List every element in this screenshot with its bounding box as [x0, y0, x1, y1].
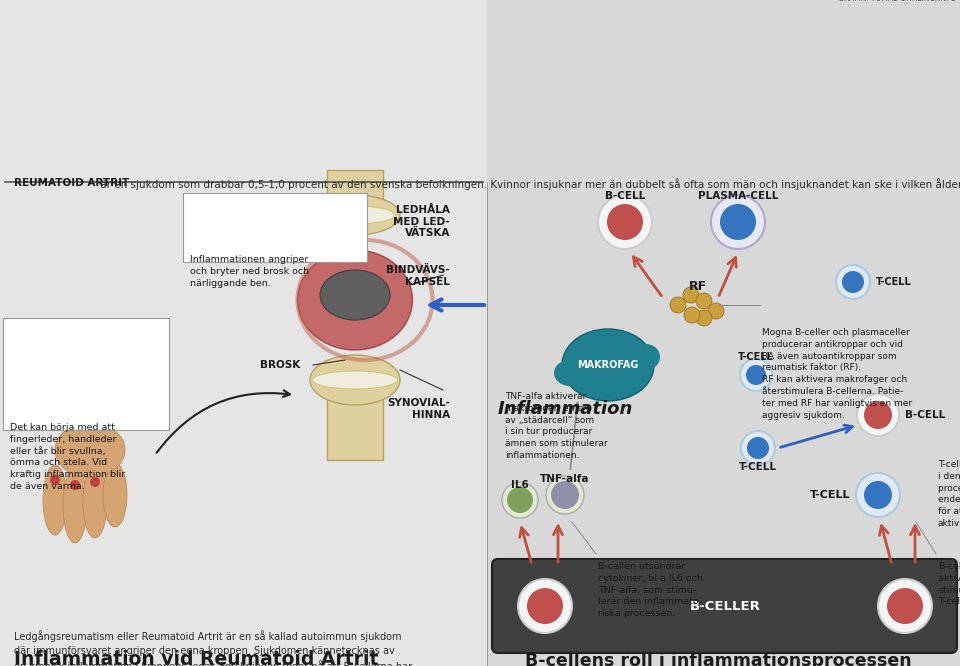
Circle shape	[741, 431, 775, 465]
Bar	[0, 0, 487, 666]
Circle shape	[70, 480, 80, 490]
Text: RF: RF	[689, 280, 708, 293]
Text: TNF-alfa aktiverar
makrofager, en typ
av „städarcell“ som
i sin tur producerar
ä: TNF-alfa aktiverar makrofager, en typ av…	[505, 392, 608, 460]
Circle shape	[856, 473, 900, 517]
Text: Det kan börja med att
fingerleder, handleder
eller tår blir svullna,
ömma och st: Det kan börja med att fingerleder, handl…	[10, 423, 125, 491]
FancyBboxPatch shape	[183, 193, 367, 262]
Circle shape	[696, 293, 712, 309]
Ellipse shape	[320, 270, 390, 320]
Text: TNF-alfa: TNF-alfa	[540, 474, 589, 484]
Circle shape	[551, 481, 579, 509]
Circle shape	[527, 588, 563, 624]
Circle shape	[857, 394, 899, 436]
Text: är en sjukdom som drabbar 0,5-1,0 procent av den svenska befolkningen. Kvinnor i: är en sjukdom som drabbar 0,5-1,0 procen…	[97, 178, 960, 190]
Text: B-cellen utsöndrar
cytokiner, bl a IL6 och
TNF-alfa, som stimu-
lerar den inflam: B-cellen utsöndrar cytokiner, bl a IL6 o…	[598, 562, 703, 618]
Circle shape	[546, 476, 584, 514]
Ellipse shape	[298, 250, 413, 350]
Text: REUMATOID ARTRIT: REUMATOID ARTRIT	[14, 178, 130, 188]
Text: GRAFIK: TOMAS ÖHRLING/INFO: GRAFIK: TOMAS ÖHRLING/INFO	[838, 0, 956, 4]
Text: T-CELL: T-CELL	[876, 277, 912, 287]
Text: IL6: IL6	[511, 480, 529, 490]
Circle shape	[740, 359, 772, 391]
Circle shape	[502, 482, 538, 518]
Text: B-CELLER: B-CELLER	[689, 599, 760, 613]
Text: B-CELL: B-CELL	[605, 191, 645, 201]
Text: Inflammationen angriper
och bryter ned brosk och
närliggande ben.: Inflammationen angriper och bryter ned b…	[190, 255, 309, 288]
Ellipse shape	[63, 467, 87, 543]
Circle shape	[683, 287, 699, 303]
Circle shape	[746, 365, 766, 385]
Text: Inflammation: Inflammation	[498, 400, 634, 418]
Bar	[327, 170, 383, 225]
Ellipse shape	[55, 422, 125, 478]
Circle shape	[711, 195, 765, 249]
Ellipse shape	[554, 360, 586, 386]
Circle shape	[747, 437, 769, 459]
Text: Ledgångsreumatism eller Reumatoid Artrit är en så kallad autoimmun sjukdom
där i: Ledgångsreumatism eller Reumatoid Artrit…	[14, 630, 413, 666]
Circle shape	[607, 204, 643, 240]
Text: MAKROFAG: MAKROFAG	[577, 360, 638, 370]
Ellipse shape	[310, 195, 400, 235]
Circle shape	[864, 401, 892, 429]
Text: T-CELL: T-CELL	[738, 352, 774, 362]
Ellipse shape	[43, 465, 67, 535]
Circle shape	[507, 487, 533, 513]
Ellipse shape	[632, 344, 660, 370]
Circle shape	[90, 477, 100, 487]
FancyBboxPatch shape	[3, 318, 169, 430]
Text: Mogna B-celler och plasmaceller
producerar antikroppar och vid
RA även autoantik: Mogna B-celler och plasmaceller producer…	[762, 328, 912, 420]
Text: LEDHÅLA
MED LED-
VÄTSKA: LEDHÅLA MED LED- VÄTSKA	[394, 205, 450, 238]
Circle shape	[598, 195, 652, 249]
Circle shape	[708, 303, 724, 319]
Text: T-CELL: T-CELL	[739, 462, 777, 472]
Bar	[487, 0, 960, 666]
Ellipse shape	[562, 329, 654, 401]
Text: BROSK: BROSK	[260, 360, 300, 370]
Circle shape	[836, 265, 870, 299]
Ellipse shape	[313, 371, 397, 389]
FancyBboxPatch shape	[492, 559, 957, 653]
Bar	[327, 380, 383, 460]
Circle shape	[720, 204, 756, 240]
Ellipse shape	[83, 466, 107, 538]
Circle shape	[842, 271, 864, 293]
Circle shape	[518, 579, 572, 633]
Text: T-cellerna är centrala
i den inflammatoriska
processen och bero-
ende av B-celle: T-cellerna är centrala i den inflammator…	[938, 460, 960, 528]
Text: T-CELL: T-CELL	[809, 490, 850, 500]
Ellipse shape	[315, 206, 395, 224]
Ellipse shape	[103, 463, 127, 527]
Text: Inflammation vid Reumatoid Artrit: Inflammation vid Reumatoid Artrit	[14, 650, 378, 666]
Circle shape	[684, 307, 700, 323]
Circle shape	[50, 475, 60, 485]
Text: SYNOVIAL-
HINNA: SYNOVIAL- HINNA	[387, 398, 450, 420]
Text: B-cellens roll i inflammationsprocessen: B-cellens roll i inflammationsprocessen	[525, 652, 911, 666]
Circle shape	[887, 588, 923, 624]
Text: B-CELL: B-CELL	[905, 410, 946, 420]
Text: BINDVÄVS-
KAPSEL: BINDVÄVS- KAPSEL	[386, 265, 450, 286]
Circle shape	[864, 481, 892, 509]
Ellipse shape	[310, 355, 400, 405]
Circle shape	[670, 297, 686, 313]
Circle shape	[696, 310, 712, 326]
Circle shape	[878, 579, 932, 633]
Text: B-cellerna
aktiverar och
stimulerar
T-cellerna.: B-cellerna aktiverar och stimulerar T-ce…	[938, 562, 960, 607]
Text: PLASMA-CELL: PLASMA-CELL	[698, 191, 779, 201]
